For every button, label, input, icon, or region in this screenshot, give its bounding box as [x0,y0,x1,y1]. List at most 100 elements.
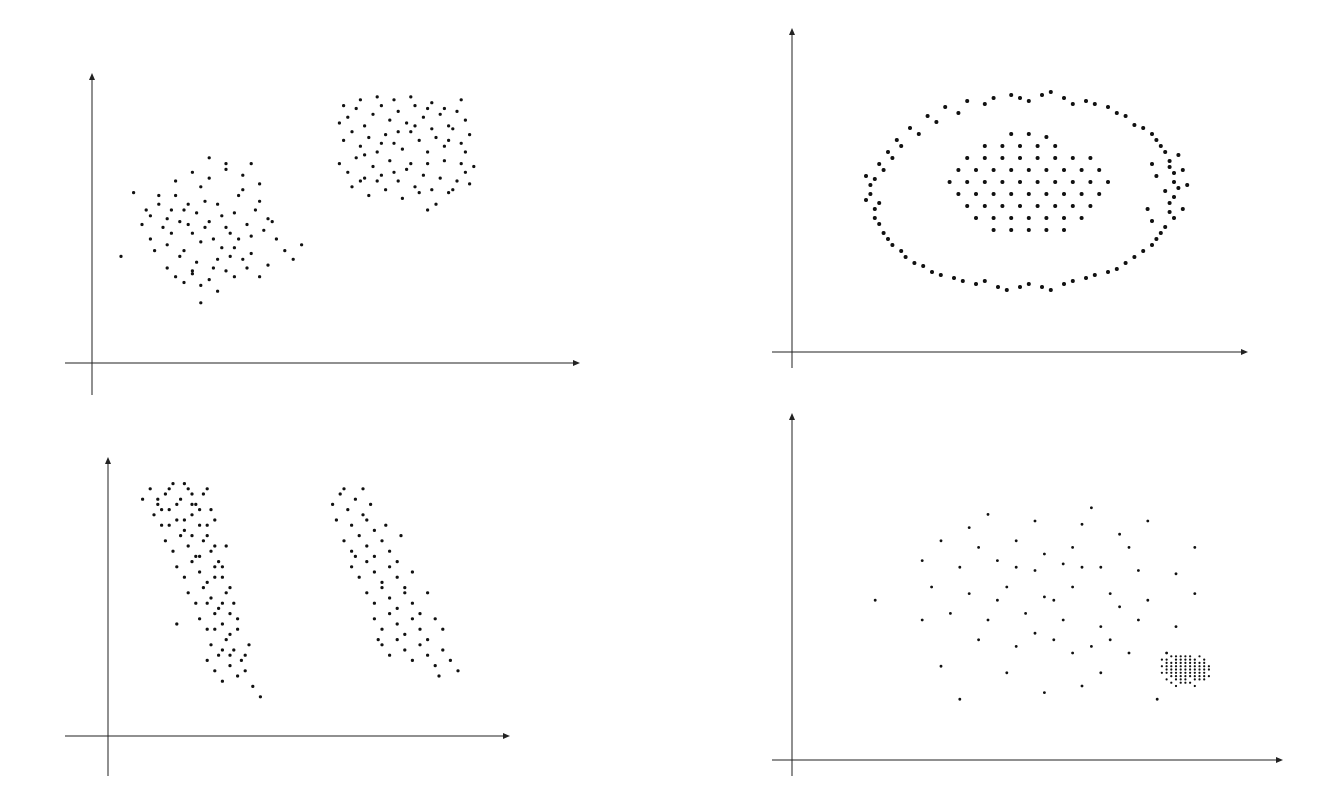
data-point [430,188,434,192]
x-axis-arrow-icon [573,360,580,366]
data-point [179,534,183,538]
data-point [372,601,376,605]
data-point [1018,204,1022,208]
data-point [956,168,961,172]
data-point [890,156,895,160]
data-point [1009,93,1014,97]
data-point [1207,668,1210,671]
data-point [213,544,217,548]
data-point [1179,655,1182,658]
data-point [1090,506,1093,510]
data-point [463,150,467,154]
data-point [174,275,178,279]
data-point [224,544,228,548]
data-point [1108,592,1112,595]
data-point [403,591,407,595]
data-point [205,534,209,538]
data-point [409,130,413,134]
data-point [1062,228,1066,232]
data-point [178,220,182,224]
data-point [426,162,430,166]
data-point [241,257,245,261]
data-point [152,513,156,517]
data-point [1033,631,1037,635]
data-point [956,111,961,115]
series-two-blobs [119,95,476,305]
data-point [148,237,152,241]
data-point [372,617,376,621]
data-point [209,508,213,512]
data-point [426,638,430,642]
data-point [178,254,182,258]
data-point [1198,668,1201,671]
data-point [140,222,144,227]
data-point [165,243,169,247]
data-point [413,104,417,108]
data-point [1123,261,1128,265]
data-point [203,199,207,203]
data-point [1000,180,1005,184]
data-point [174,179,178,183]
data-point [169,231,173,235]
data-point [372,554,376,559]
data-point [1172,195,1176,199]
data-point [1137,569,1140,572]
data-point [967,592,971,595]
data-point [350,523,354,527]
data-point [395,622,399,626]
series-sparse-cloud [873,506,1197,701]
data-point [380,539,384,543]
data-point [1174,661,1178,665]
data-point [161,225,165,229]
data-point [1084,99,1088,103]
data-point [1158,231,1163,235]
data-point [965,180,970,184]
data-point [894,138,899,142]
data-point [182,280,186,285]
data-point [958,697,962,701]
data-point [1009,216,1014,220]
data-point [209,643,213,647]
data-point [1203,668,1206,671]
data-point [213,575,217,579]
data-point [358,98,362,102]
data-point [375,179,379,183]
x-axis-arrow-icon [1241,349,1248,355]
data-point [186,591,190,595]
data-point [1184,675,1187,678]
data-point [1189,658,1192,661]
data-point [403,648,407,652]
data-point [182,249,186,253]
data-point [438,112,442,116]
data-point [939,539,943,543]
data-point [991,192,996,196]
data-point [1198,678,1201,681]
data-point [1080,684,1084,688]
data-point [175,622,179,626]
data-point [1052,598,1056,602]
data-point [357,534,361,538]
data-point [353,497,357,501]
data-point [447,138,451,142]
data-point [409,162,413,166]
data-point [213,518,217,522]
data-point [367,193,371,198]
data-point [163,492,167,496]
data-point [1145,207,1150,211]
data-point [1014,645,1018,648]
data-point [371,164,375,169]
data-point [1184,681,1187,684]
data-point [1160,665,1163,668]
data-point [163,539,167,543]
data-point [1179,661,1182,665]
data-point [1033,519,1037,523]
data-point [1154,237,1159,241]
data-point [1189,665,1192,668]
y-axis-arrow-icon [789,413,795,420]
data-point [396,130,400,134]
data-point [1193,678,1196,681]
data-point [1189,675,1192,678]
data-point [395,638,399,642]
data-point [384,523,388,527]
data-point [228,254,232,258]
